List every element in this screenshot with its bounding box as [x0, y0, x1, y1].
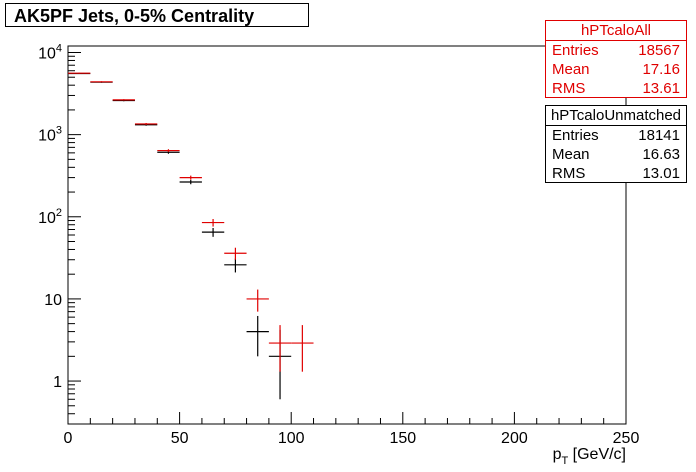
x-tick-label: 250	[613, 430, 640, 447]
y-tick-label: 102	[38, 207, 62, 227]
x-tick-label: 50	[171, 430, 189, 447]
stats-row-entries-all: Entries 18567	[546, 41, 686, 60]
y-tick-label: 1	[53, 374, 62, 391]
data-point	[179, 175, 202, 180]
stats-value-mean: 16.63	[642, 146, 680, 163]
stats-row-mean-unmatched: Mean 16.63	[546, 145, 686, 164]
data-point	[201, 218, 225, 227]
stats-title-unmatched: hPTcaloUnmatched	[546, 106, 686, 126]
plot-frame	[67, 45, 627, 425]
stats-value-entries: 18141	[638, 127, 680, 144]
data-point	[246, 289, 269, 312]
data-point	[157, 149, 180, 152]
data-point	[201, 228, 225, 237]
chart-title: AK5PF Jets, 0-5% Centrality	[5, 3, 309, 27]
stats-row-mean-all: Mean 17.16	[546, 60, 686, 79]
stats-label-rms: RMS	[552, 80, 586, 97]
y-tick-label: 10	[44, 292, 62, 309]
stats-value-entries: 18567	[638, 42, 680, 59]
stats-row-rms-all: RMS 13.61	[546, 79, 686, 98]
stats-value-mean: 17.16	[642, 61, 680, 78]
x-tick-label: 150	[389, 430, 416, 447]
stats-box-unmatched: hPTcaloUnmatched Entries 18141 Mean 16.6…	[545, 105, 687, 183]
y-tick-label: 104	[38, 43, 62, 63]
stats-value-rms: 13.01	[642, 165, 680, 182]
data-point	[291, 325, 314, 372]
data-point	[112, 99, 135, 101]
stats-value-rms: 13.61	[642, 80, 680, 97]
stats-label-mean: Mean	[552, 61, 590, 78]
data-point	[90, 81, 113, 83]
data-point	[179, 179, 202, 185]
data-point	[134, 122, 158, 125]
x-tick-label: 200	[501, 430, 528, 447]
stats-row-entries-unmatched: Entries 18141	[546, 126, 686, 145]
stats-label-mean: Mean	[552, 146, 590, 163]
stats-row-rms-unmatched: RMS 13.01	[546, 164, 686, 183]
x-tick-label: 100	[278, 430, 305, 447]
data-point	[246, 315, 269, 357]
data-point	[68, 72, 91, 74]
data-point	[224, 258, 247, 273]
x-tick-label: 0	[64, 430, 73, 447]
stats-box-all: hPTcaloAll Entries 18567 Mean 17.16 RMS …	[545, 20, 687, 98]
stats-label-entries: Entries	[552, 42, 599, 59]
y-tick-label: 103	[38, 125, 62, 145]
stats-label-entries: Entries	[552, 127, 599, 144]
x-axis-label: pT [GeV/c]	[553, 446, 626, 467]
stats-label-rms: RMS	[552, 165, 586, 182]
data-point	[224, 247, 247, 260]
data-point	[268, 325, 292, 372]
stats-title-all: hPTcaloAll	[546, 21, 686, 41]
